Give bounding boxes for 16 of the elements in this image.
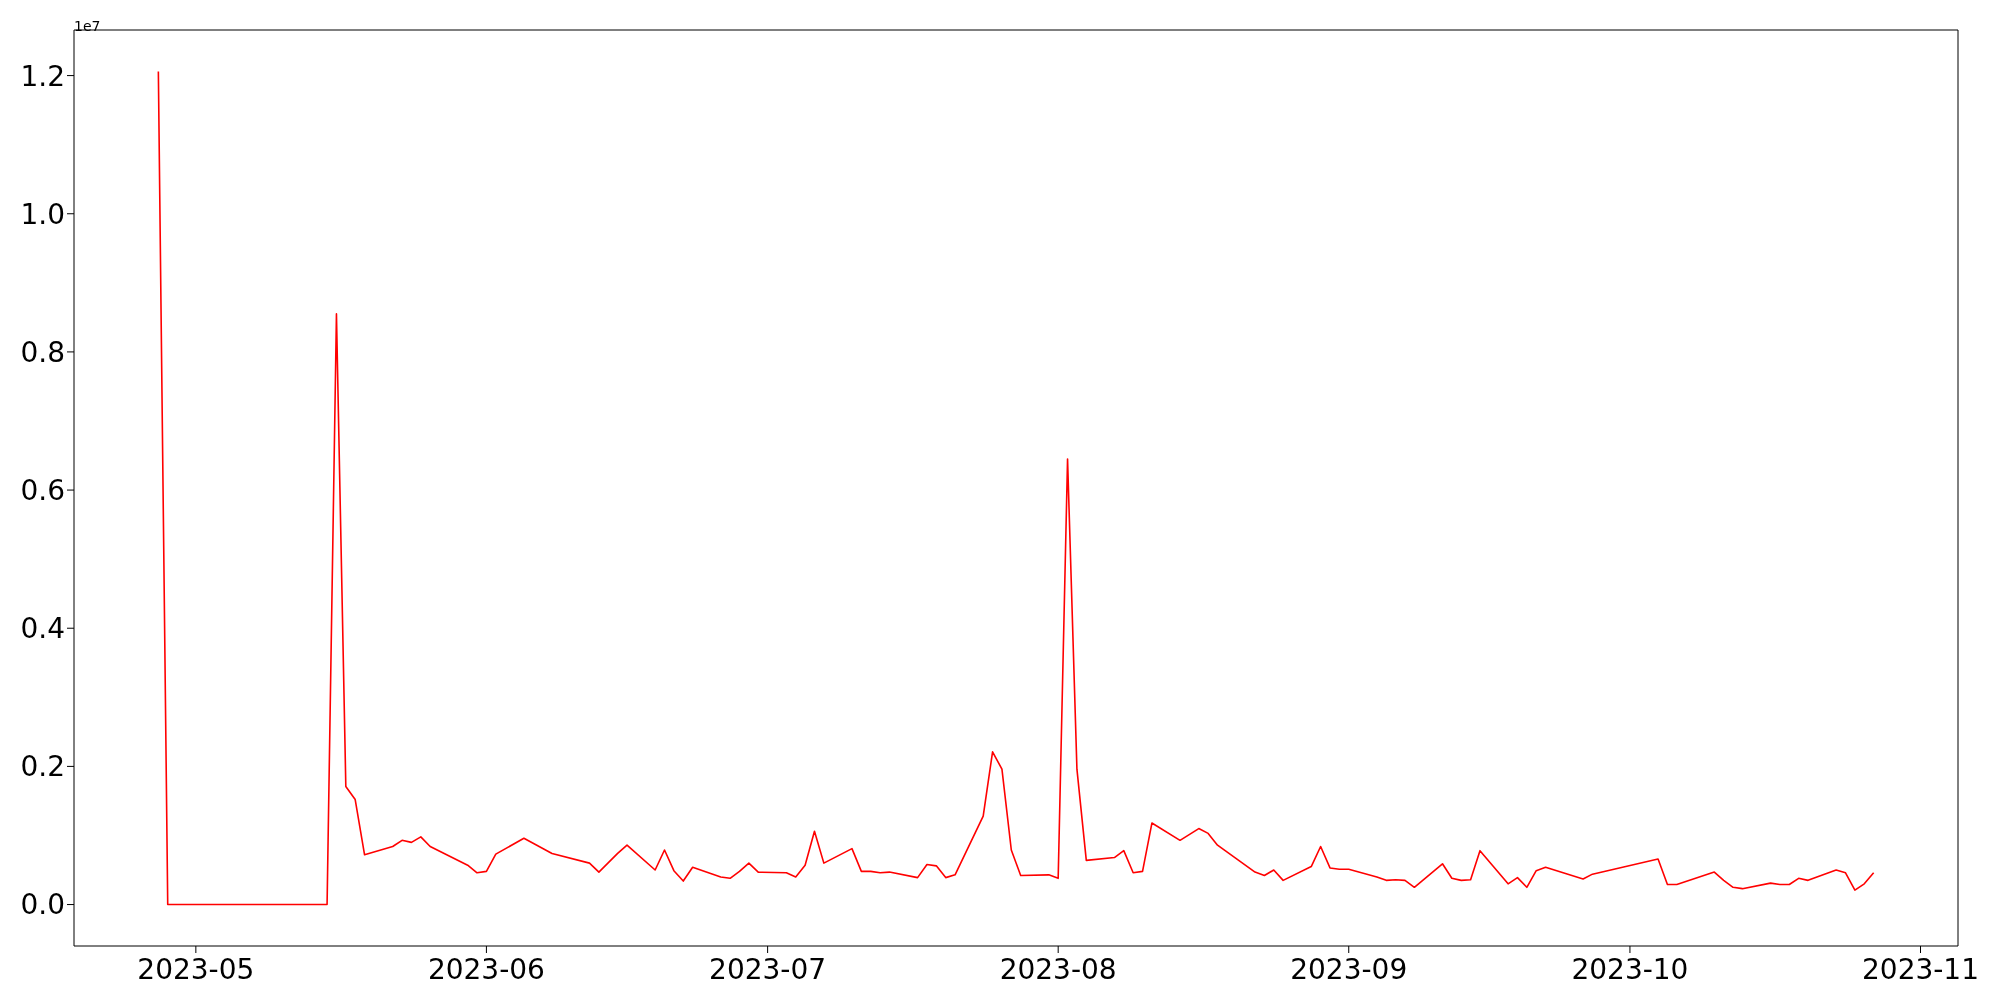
x-tick-label: 2023-07 <box>709 952 827 986</box>
annotation: 1e7 <box>74 18 101 34</box>
line-series <box>157 70 1875 906</box>
y-tick-label: 1.0 <box>20 197 65 231</box>
x-tick-label: 2023-05 <box>137 952 255 986</box>
y-tick-label: 0.4 <box>20 612 65 646</box>
y-tick-label: 0.6 <box>20 474 65 508</box>
x-tick-label: 2023-11 <box>1862 952 1980 986</box>
x-tick-label: 2023-08 <box>999 952 1117 986</box>
y-tick-label: 1.2 <box>20 59 65 93</box>
x-tick-label: 2023-06 <box>427 952 545 986</box>
y-tick-label: 0.0 <box>20 888 65 922</box>
y-tick-label: 0.2 <box>20 750 65 784</box>
y-tick-label: 0.8 <box>20 335 65 369</box>
x-tick-label: 2023-09 <box>1290 952 1408 986</box>
x-tick-label: 2023-10 <box>1571 952 1689 986</box>
